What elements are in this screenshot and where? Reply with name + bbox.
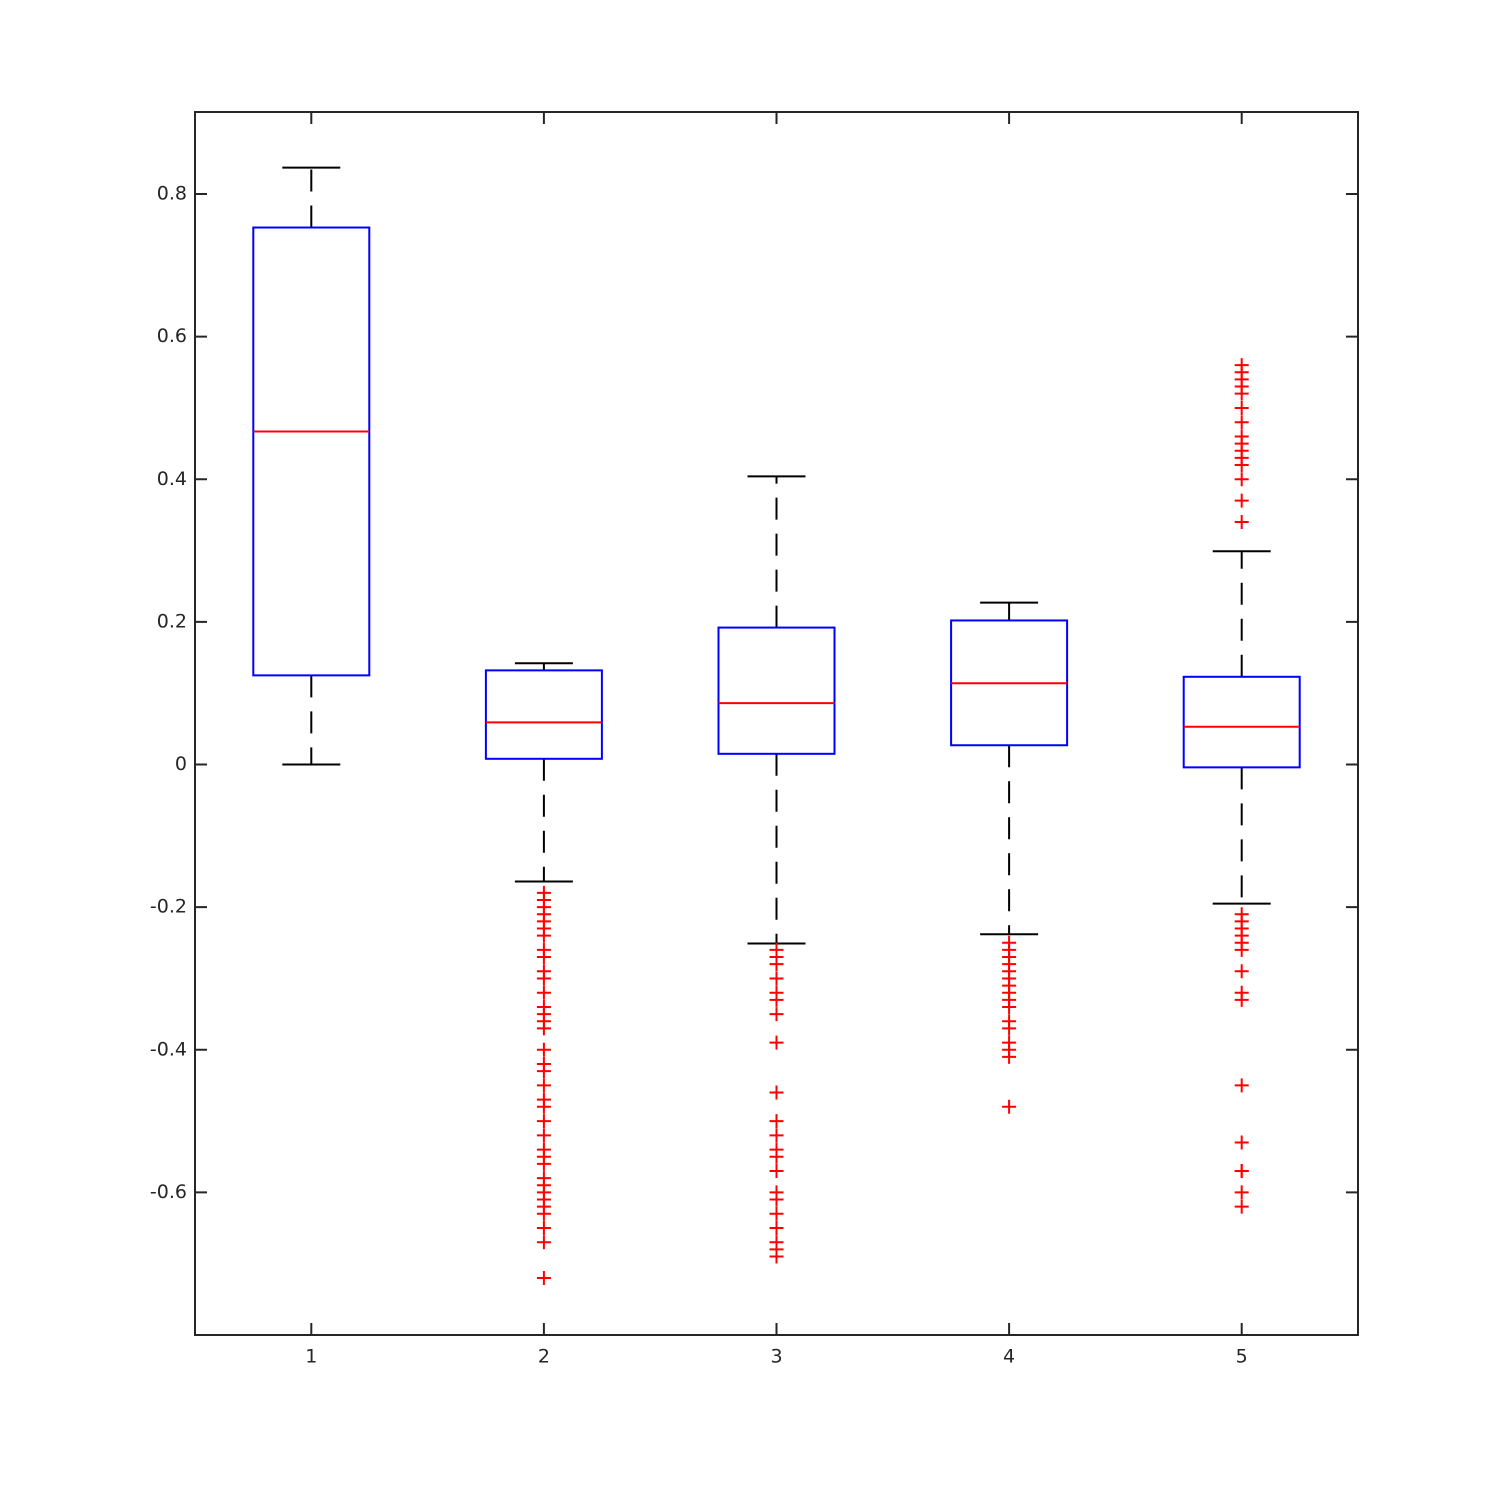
outlier xyxy=(536,1042,551,1057)
outlier xyxy=(1234,1078,1249,1093)
outlier xyxy=(769,1114,784,1129)
outlier xyxy=(769,1149,784,1164)
outlier xyxy=(1234,400,1249,415)
outlier xyxy=(1234,942,1249,957)
outlier xyxy=(536,1206,551,1221)
box xyxy=(717,626,836,755)
y-tick-label: 0.2 xyxy=(157,610,187,632)
outlier xyxy=(1234,415,1249,430)
box xyxy=(484,669,603,760)
x-tick-label: 2 xyxy=(538,1346,550,1368)
y-tick-label: 0 xyxy=(175,753,187,775)
outlier xyxy=(536,1078,551,1093)
outlier xyxy=(1234,457,1249,472)
outlier xyxy=(1234,1135,1249,1150)
x-tick-label: 5 xyxy=(1236,1346,1248,1368)
outlier xyxy=(536,928,551,943)
outlier xyxy=(536,971,551,986)
outlier xyxy=(536,1270,551,1285)
outlier xyxy=(536,1128,551,1143)
outlier xyxy=(536,950,551,965)
outlier xyxy=(536,1099,551,1114)
outlier xyxy=(536,1064,551,1079)
outlier xyxy=(769,1249,784,1264)
outlier xyxy=(1234,515,1249,530)
outlier xyxy=(536,1114,551,1129)
outlier xyxy=(1234,992,1249,1007)
outlier xyxy=(1002,999,1017,1014)
outlier xyxy=(769,971,784,986)
outlier xyxy=(1234,386,1249,401)
outlier xyxy=(536,1235,551,1250)
box xyxy=(252,226,371,677)
y-tick-label: -0.4 xyxy=(150,1038,187,1060)
outlier xyxy=(536,1156,551,1171)
outlier xyxy=(769,1128,784,1143)
outlier xyxy=(1002,1021,1017,1036)
outlier xyxy=(769,1206,784,1221)
outlier xyxy=(769,1163,784,1178)
outlier xyxy=(536,1021,551,1036)
x-tick-label: 1 xyxy=(305,1346,317,1368)
outlier xyxy=(1234,1163,1249,1178)
outlier xyxy=(536,1221,551,1236)
outlier xyxy=(769,1221,784,1236)
outlier xyxy=(1234,1185,1249,1200)
outlier xyxy=(1234,1199,1249,1214)
outlier xyxy=(769,1192,784,1207)
outlier xyxy=(769,1085,784,1100)
outlier xyxy=(536,985,551,1000)
outlier xyxy=(1234,493,1249,508)
outlier xyxy=(1002,1099,1017,1114)
outlier xyxy=(1002,1049,1017,1064)
outlier xyxy=(769,1035,784,1050)
y-tick-label: 0.8 xyxy=(157,183,187,205)
y-tick-label: 0.6 xyxy=(157,325,187,347)
x-tick-label: 3 xyxy=(770,1346,782,1368)
outlier xyxy=(769,992,784,1007)
y-tick-label: -0.2 xyxy=(150,896,187,918)
outlier xyxy=(769,1007,784,1022)
outlier xyxy=(1234,472,1249,487)
y-tick-label: 0.4 xyxy=(157,468,187,490)
outlier xyxy=(1234,964,1249,979)
y-tick-label: -0.6 xyxy=(150,1181,187,1203)
box xyxy=(1182,675,1301,769)
x-tick-label: 4 xyxy=(1003,1346,1015,1368)
outlier xyxy=(769,957,784,972)
